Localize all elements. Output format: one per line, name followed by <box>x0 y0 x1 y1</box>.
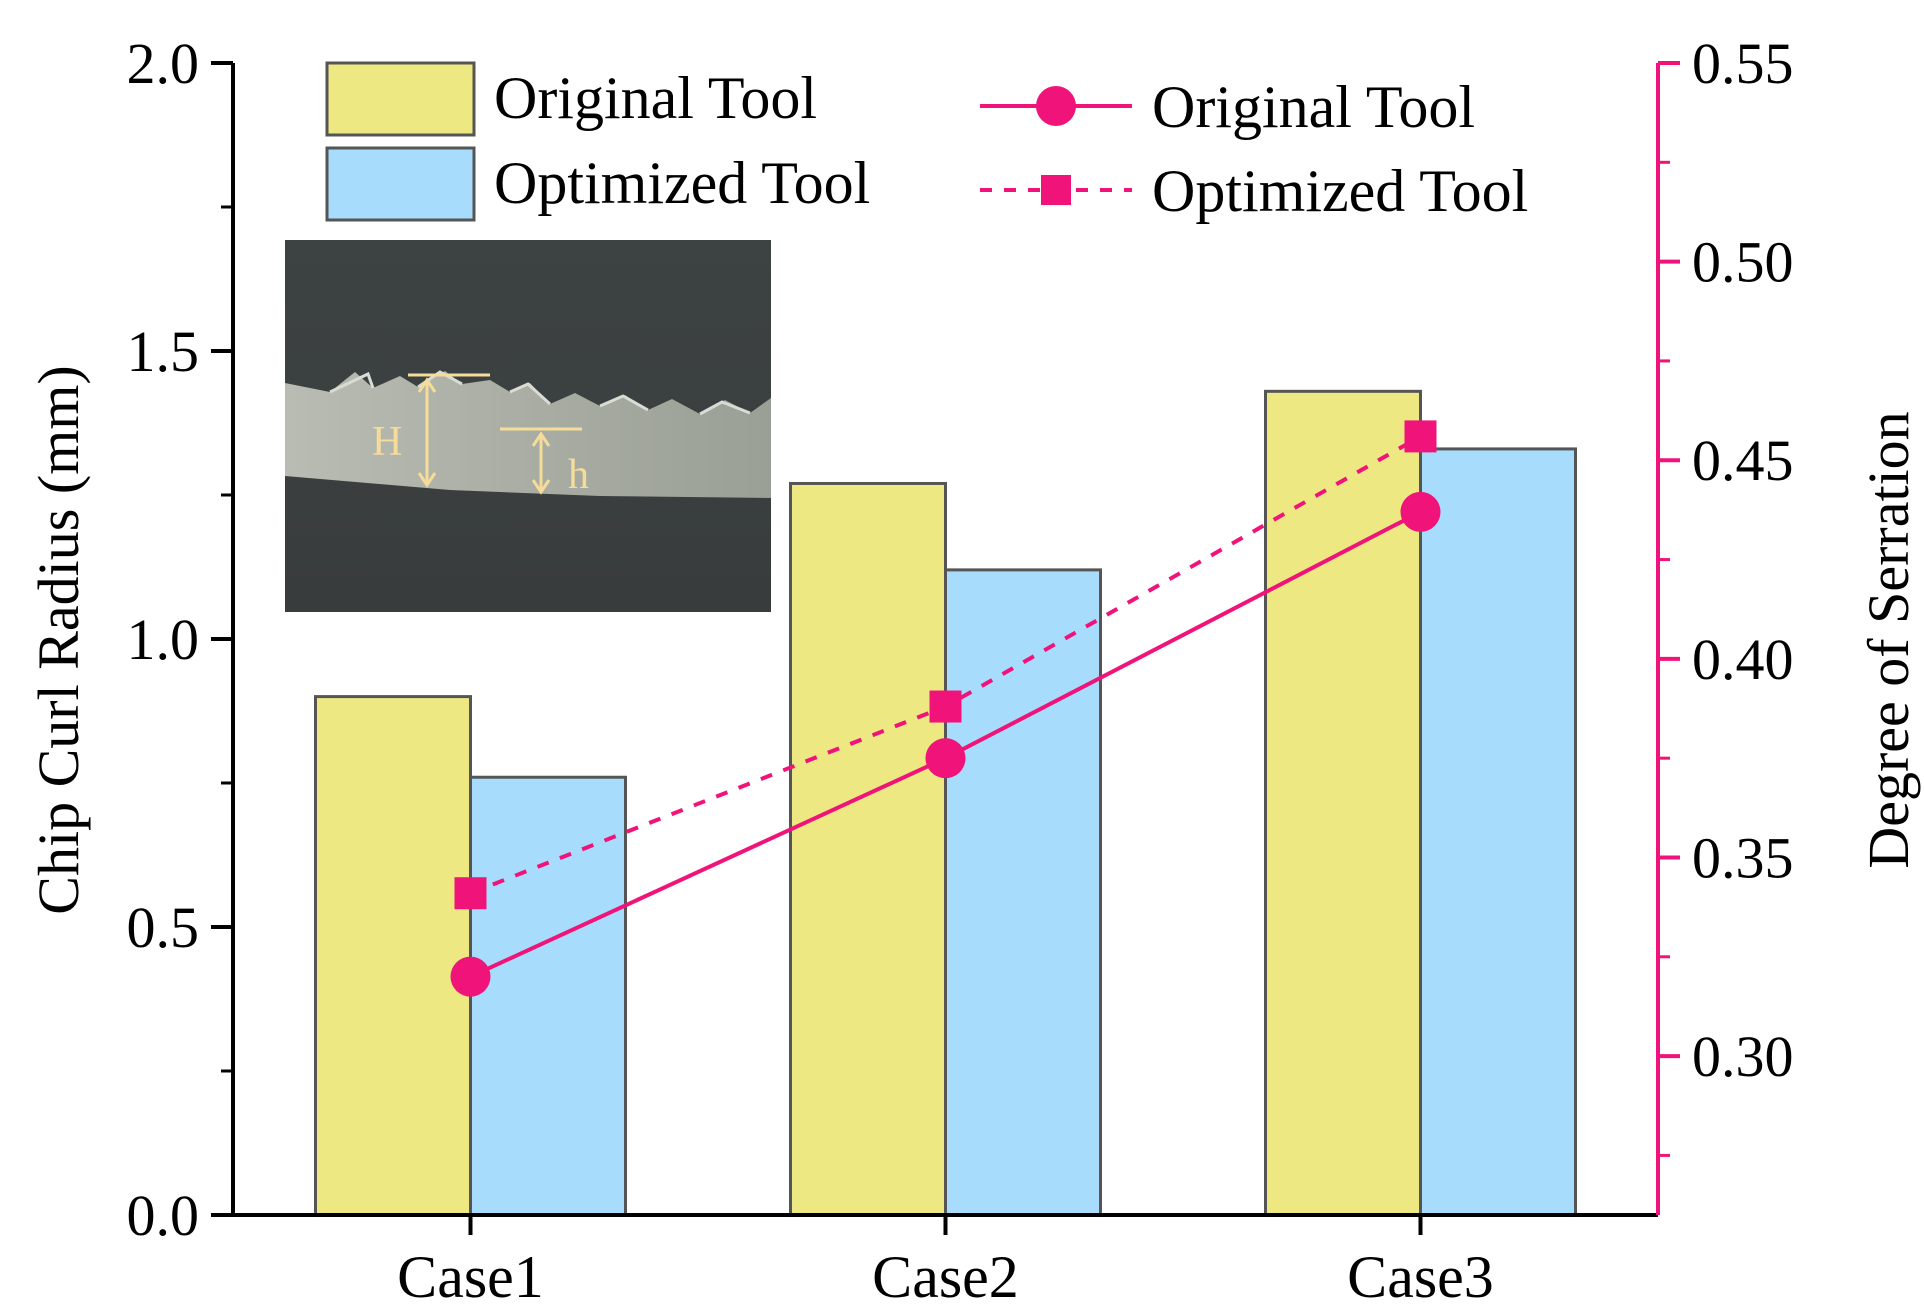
y-tick-label-1: 0.5 <box>127 895 200 960</box>
point-original-case3 <box>1400 491 1441 532</box>
h-arrow-heads <box>531 431 551 495</box>
y2-tick-label-1: 0.35 <box>1692 825 1794 890</box>
chip-teeth-highlight <box>329 370 751 416</box>
point-optimized-case3 <box>1404 420 1437 453</box>
legend-swatch-bar-original <box>325 61 476 137</box>
bar-original-case3 <box>1264 389 1422 1217</box>
y-tick-label-4: 2.0 <box>127 31 200 96</box>
y2-tick-label-2: 0.40 <box>1692 627 1794 692</box>
legend-marker-optimized <box>1041 175 1071 205</box>
axes-layer: 0.0 0.5 1.0 1.5 2.0 0.30 0.35 0.40 0.45 0.50 0.55 C… <box>127 31 1794 1310</box>
x-tick-label-case3: Case3 <box>1347 1244 1494 1310</box>
y-axis-title: Chip Curl Radius (mm) <box>26 365 91 914</box>
point-original-case2 <box>925 738 966 779</box>
bar-optimized-case3 <box>1419 447 1577 1217</box>
inset-label-H: H <box>372 419 402 465</box>
chip-band <box>285 371 771 498</box>
y-tick-label-2: 1.0 <box>127 607 200 672</box>
inset-label-h: h <box>568 452 589 498</box>
bar-optimized-case1 <box>469 775 627 1217</box>
y2-tick-label-5: 0.55 <box>1692 31 1794 96</box>
bar-optimized-case2 <box>944 568 1102 1217</box>
x-tick-label-case2: Case2 <box>872 1244 1019 1310</box>
y2-axis-title: Degree of Serration <box>1856 411 1921 868</box>
legend-label-line-original: Original Tool <box>1152 74 1475 140</box>
y-tick-label-3: 1.5 <box>127 319 200 384</box>
y2-tick-label-0: 0.30 <box>1692 1024 1794 1089</box>
legend-marker-original <box>1036 86 1076 126</box>
y2-tick-label-4: 0.50 <box>1692 230 1794 295</box>
inset-micrograph: H h <box>285 240 771 612</box>
point-optimized-case2 <box>929 690 962 723</box>
x-tick-label-case1: Case1 <box>397 1244 544 1310</box>
bars-layer <box>314 389 1577 1217</box>
legend-label-bar-original: Original Tool <box>494 65 817 131</box>
y-tick-label-0: 0.0 <box>127 1183 200 1248</box>
legend-label-line-optimized: Optimized Tool <box>1152 158 1528 224</box>
lines-layer <box>450 420 1441 997</box>
y2-tick-label-3: 0.45 <box>1692 428 1794 493</box>
legend-label-bar-optimized: Optimized Tool <box>494 150 870 216</box>
legend-swatch-bar-optimized <box>325 146 476 222</box>
bar-original-case2 <box>789 481 947 1217</box>
bar-original-case1 <box>314 695 472 1217</box>
point-original-case1 <box>450 956 491 997</box>
legend: Original Tool Optimized Tool Original To… <box>325 61 1528 224</box>
H-arrow-heads <box>417 377 437 488</box>
point-optimized-case1 <box>454 877 487 910</box>
